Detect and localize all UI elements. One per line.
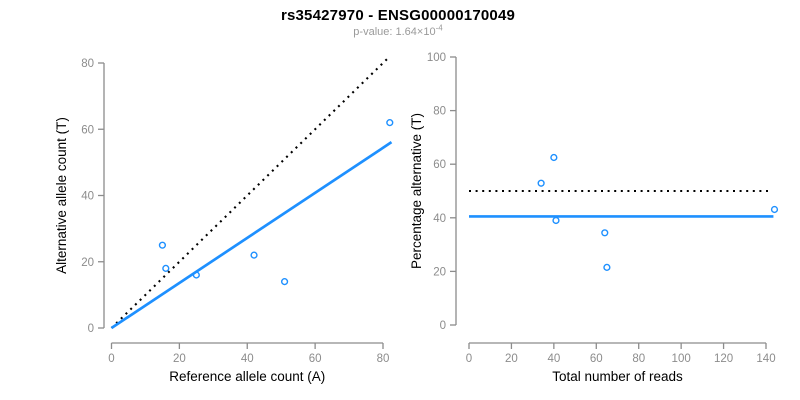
y-tick-label: 40 (433, 213, 446, 225)
data-point (162, 264, 170, 272)
x-tick-label: 80 (377, 353, 390, 365)
x-tick-label: 0 (466, 353, 472, 365)
y-tick-label: 100 (427, 52, 446, 64)
y-tick-label: 20 (81, 257, 94, 269)
data-point (192, 271, 200, 279)
data-point (250, 251, 258, 259)
x-tick-label: 120 (714, 353, 733, 365)
y-axis-title: Alternative allele count (T) (54, 117, 69, 274)
data-point (603, 263, 611, 271)
y-tick-label: 0 (440, 320, 446, 332)
y-tick-label: 20 (433, 266, 446, 278)
x-tick-label: 40 (241, 353, 254, 365)
y-tick-label: 40 (81, 191, 94, 203)
x-tick-label: 140 (756, 353, 775, 365)
fit-line (110, 141, 393, 330)
p-value-text: p-value: 1.64×10 (353, 26, 436, 38)
y-tick-label: 80 (81, 58, 94, 70)
x-tick-label: 60 (590, 353, 603, 365)
data-point (386, 119, 394, 127)
x-tick-label: 20 (173, 353, 186, 365)
data-point (770, 205, 779, 214)
y-tick-label: 80 (433, 106, 446, 118)
x-tick-label: 0 (108, 353, 114, 365)
x-axis-title: Total number of reads (552, 369, 683, 384)
data-point (601, 229, 609, 237)
y-axis-title: Percentage alternative (T) (409, 113, 424, 269)
x-tick-label: 100 (672, 353, 691, 365)
data-point (550, 153, 558, 162)
x-tick-label: 40 (547, 353, 560, 365)
y-tick-label: 0 (88, 323, 94, 335)
data-point (552, 216, 560, 225)
y-tick-label: 60 (81, 124, 94, 136)
x-axis-title: Reference allele count (A) (169, 369, 325, 384)
data-point (158, 241, 167, 249)
data-point (537, 179, 545, 187)
x-tick-label: 60 (309, 353, 322, 365)
p-value-exponent: -4 (435, 23, 443, 33)
data-point (280, 278, 289, 286)
identity-line (110, 55, 391, 329)
page-title: rs35427970 - ENSG00000170049 (280, 7, 516, 24)
p-value-subtitle: p-value: 1.64×10-4 (0, 23, 796, 38)
x-tick-label: 80 (632, 353, 645, 365)
y-tick-label: 60 (433, 159, 446, 171)
x-tick-label: 20 (505, 353, 518, 365)
